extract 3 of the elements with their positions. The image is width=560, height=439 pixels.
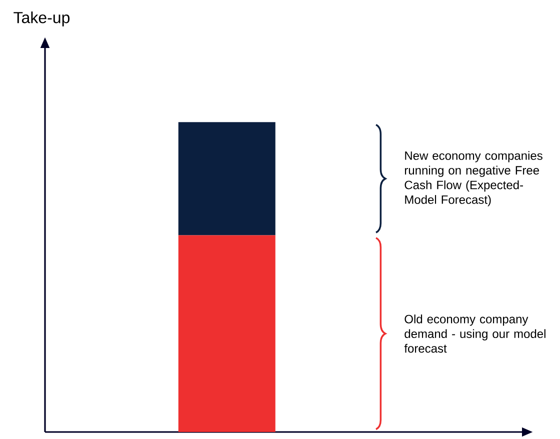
text: New economy companies running on negative Free Cash Flow (Expected-Model Forecast) xyxy=(404,151,542,206)
text: Old economy company demand - using our model forecast xyxy=(404,314,546,353)
text: Take-up xyxy=(14,11,70,26)
